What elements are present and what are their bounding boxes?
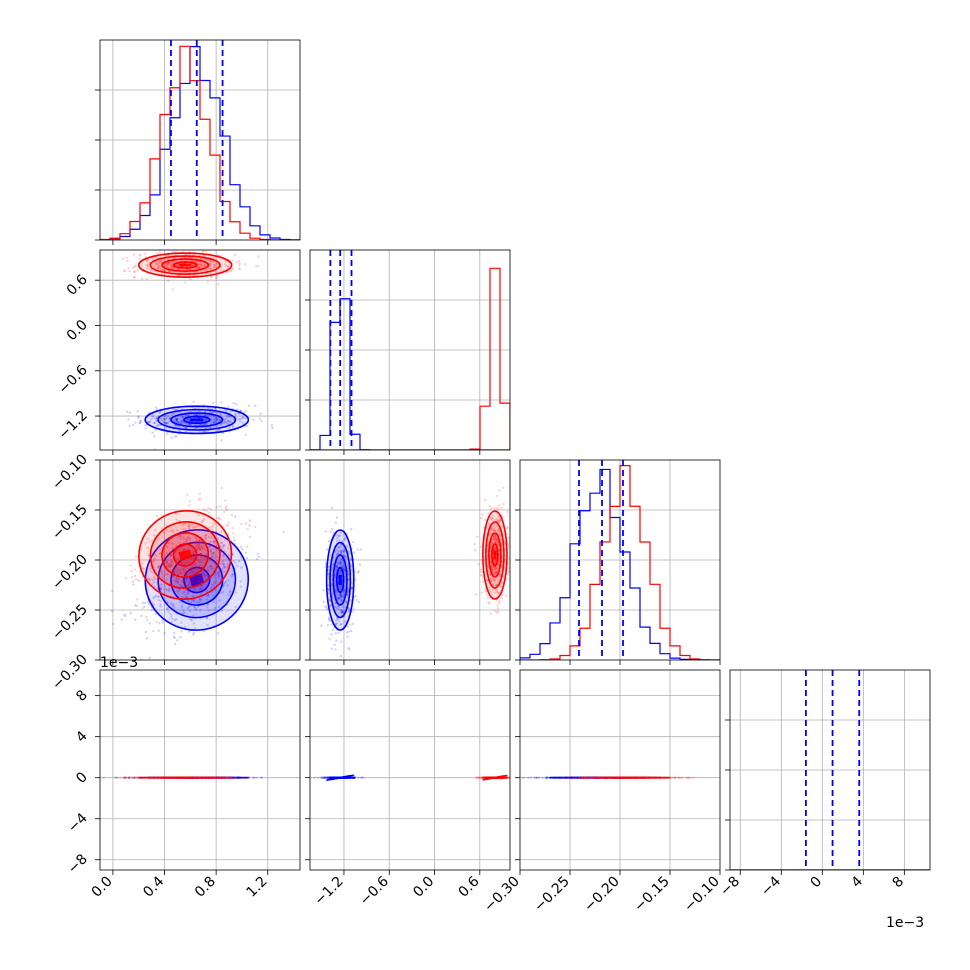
corner-panels: −1.2−0.60.00.6−0.30−0.25−0.20−0.15−0.100…	[49, 39, 931, 916]
density-peak-red-1-0	[179, 263, 191, 267]
y-tick-label-3-1: −4	[65, 810, 91, 836]
contour-blue-2-1-0	[335, 566, 345, 594]
contour-blue-2-0-0	[183, 566, 211, 594]
contour-blue-1-0-1	[170, 412, 224, 428]
contour-red-2-0-3	[138, 510, 233, 600]
x-tick-label-2-1: −0.25	[531, 874, 573, 916]
density-peak-red-2-1	[493, 550, 497, 560]
x-tick-label-3-3: 4	[849, 873, 867, 891]
contour-red-2-0-1	[161, 532, 210, 578]
x-tick-label-1-0: −1.2	[311, 874, 346, 909]
x-tick-label-2-2: −0.20	[581, 874, 623, 916]
contour-red-1-0-3	[137, 252, 233, 278]
histogram-red-2	[520, 465, 720, 660]
x-tick-label-3-4: 8	[890, 874, 908, 892]
y-tick-label-2-1: −0.25	[49, 602, 91, 644]
histogram-red-0	[100, 45, 300, 240]
scale-label-4-y: 1e−3	[100, 655, 138, 671]
y-tick-label-3-3: 4	[73, 728, 91, 746]
x-tick-label-1-1: −0.6	[357, 873, 392, 908]
density-peak-red-2-0	[178, 549, 192, 561]
x-tick-label-0-1: 0.4	[140, 873, 167, 900]
scale-label-4-x: 1e−3	[886, 915, 924, 931]
y-tick-label-1-0: −1.2	[55, 408, 90, 443]
histogram-red-1	[310, 267, 510, 450]
x-tick-label-3-1: −4	[758, 873, 784, 899]
x-tick-label-2-4: −0.10	[681, 874, 723, 916]
x-tick-label-3-2: 0	[808, 874, 826, 892]
density-peak-blue-1-0	[190, 418, 204, 422]
contour-blue-1-0-2	[157, 408, 237, 431]
x-tick-label-2-0: −0.30	[481, 874, 523, 916]
contour-blue-2-0-3	[144, 529, 250, 631]
contour-blue-3-1-3	[326, 774, 355, 781]
panel-3-2: −0.30 −0.25 −0.20 −0.15 −0.10	[481, 669, 723, 916]
panel-3-3: −8 −4 0 4 8	[717, 669, 931, 900]
panel-1-1	[305, 249, 511, 455]
histogram-blue-0	[100, 46, 300, 240]
panel-0-0	[95, 39, 301, 245]
y-tick-label-2-0: −0.30	[49, 652, 91, 694]
y-tick-label-2-4: −0.10	[49, 452, 91, 494]
density-peak-blue-2-0	[189, 573, 205, 587]
contour-red-3-1-3	[482, 774, 508, 781]
contour-red-1-0-2	[149, 255, 221, 275]
contour-red-2-0-2	[149, 521, 221, 589]
y-tick-label-2-3: −0.15	[49, 502, 91, 544]
y-tick-label-3-0: −8	[65, 851, 91, 877]
contour-blue-1-0-0	[183, 415, 211, 425]
panel-2-1	[305, 459, 511, 665]
panel-2-0: −0.30 −0.25 −0.20 −0.15 −0.10	[49, 452, 301, 694]
contour-red-1-0-0	[172, 261, 198, 269]
x-tick-label-1-2: 0.0	[410, 874, 437, 901]
x-tick-label-3-0: −8	[717, 874, 743, 900]
y-tick-label-2-2: −0.20	[49, 552, 91, 594]
density-peak-blue-2-1	[338, 575, 342, 585]
panel-1-0: −1.2 −0.6 0.0 0.6	[55, 249, 301, 455]
y-tick-label-3-2: 0	[73, 769, 91, 787]
histogram-blue-1	[310, 298, 510, 450]
x-tick-label-0-2: 0.8	[192, 874, 219, 901]
contour-blue-1-0-3	[144, 405, 250, 435]
y-tick-label-1-3: 0.6	[64, 272, 91, 299]
y-tick-label-1-1: −0.6	[55, 362, 90, 397]
x-tick-label-0-0: 0.0	[89, 874, 116, 901]
contour-blue-2-1-3	[325, 529, 355, 631]
y-tick-label-1-2: 0.0	[64, 317, 91, 344]
panel-frame	[99, 669, 301, 871]
y-tick-label-3-4: 8	[73, 687, 91, 705]
panel-3-0: 0.0 0.4 0.8 1.2 −8 −4 0 4 8	[65, 669, 301, 901]
panel-3-1: −1.2 −0.6 0.0 0.6	[305, 669, 511, 909]
contour-red-2-0-0	[172, 543, 198, 567]
x-tick-label-2-3: −0.15	[631, 874, 673, 916]
x-tick-label-0-3: 1.2	[244, 874, 271, 901]
contour-red-2-1-2	[485, 521, 505, 589]
panel-frame	[309, 669, 511, 871]
contour-red-1-0-1	[161, 258, 210, 272]
panel-2-2	[515, 459, 721, 665]
contour-blue-2-1-1	[332, 554, 348, 606]
contour-blue-2-1-2	[329, 541, 352, 619]
contour-red-2-1-0	[491, 543, 499, 567]
x-tick-label-1-3: 0.6	[456, 873, 483, 900]
contour-red-2-1-3	[482, 510, 508, 600]
contour-red-2-1-1	[488, 532, 502, 578]
panel-frame	[99, 249, 301, 451]
